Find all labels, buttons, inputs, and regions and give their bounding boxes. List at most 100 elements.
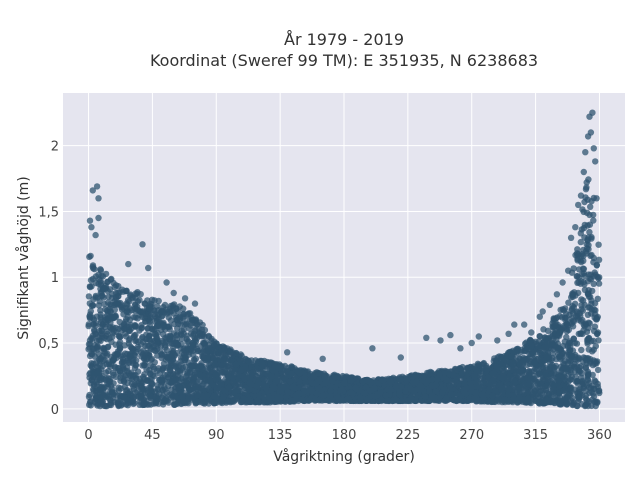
- data-point: [580, 246, 587, 254]
- data-point: [218, 348, 225, 355]
- data-point: [529, 351, 536, 358]
- data-point: [174, 308, 181, 315]
- data-point: [124, 368, 131, 375]
- data-point: [86, 352, 94, 360]
- data-point: [564, 343, 572, 351]
- data-point: [95, 333, 102, 341]
- data-point: [93, 313, 100, 320]
- data-point: [593, 261, 601, 269]
- data-point: [584, 371, 592, 379]
- data-point: [255, 379, 262, 386]
- data-point: [519, 366, 527, 373]
- data-point: [560, 323, 567, 330]
- data-point: [302, 383, 310, 390]
- data-point: [318, 387, 325, 395]
- data-point: [411, 372, 419, 379]
- data-point: [575, 250, 582, 258]
- data-point: [378, 396, 385, 404]
- data-point: [551, 341, 559, 348]
- data-point: [144, 297, 151, 304]
- data-point: [115, 364, 122, 372]
- data-point: [281, 375, 289, 383]
- data-point: [93, 379, 100, 386]
- data-point: [144, 325, 152, 332]
- data-point: [529, 390, 537, 398]
- data-point: [90, 321, 97, 328]
- data-point: [551, 367, 558, 374]
- data-point: [479, 391, 486, 398]
- data-point: [168, 391, 175, 398]
- data-point: [585, 346, 592, 353]
- data-point: [591, 377, 598, 384]
- data-point: [561, 357, 569, 364]
- data-point: [584, 290, 592, 297]
- data-point: [130, 333, 137, 341]
- data-point: [590, 280, 597, 287]
- data-point: [140, 347, 147, 354]
- data-point: [138, 309, 146, 316]
- data-point: [520, 356, 527, 363]
- data-point: [97, 289, 105, 296]
- data-point: [542, 335, 550, 343]
- data-point: [122, 288, 129, 295]
- data-point: [579, 270, 586, 278]
- data-point: [165, 323, 173, 331]
- data-point: [590, 385, 598, 392]
- data-point: [201, 340, 208, 347]
- data-point: [518, 346, 525, 354]
- data-point: [240, 395, 247, 403]
- data-point: [192, 355, 200, 362]
- data-point: [528, 368, 535, 375]
- data-point: [468, 387, 476, 395]
- data-point: [534, 380, 542, 387]
- data-point: [116, 341, 123, 348]
- data-point: [102, 349, 109, 357]
- data-point: [161, 301, 169, 309]
- data-point: [577, 363, 585, 370]
- data-point: [479, 365, 487, 372]
- data-point: [217, 356, 224, 363]
- data-point: [179, 349, 186, 356]
- data-point: [87, 277, 95, 284]
- data-points: [85, 109, 603, 410]
- data-point: [254, 365, 261, 372]
- data-point: [584, 376, 592, 384]
- data-point: [300, 388, 307, 395]
- data-point: [253, 372, 260, 380]
- data-point: [144, 335, 151, 342]
- data-point: [595, 280, 603, 287]
- data-point: [392, 396, 400, 403]
- data-point: [569, 317, 577, 324]
- data-point: [207, 365, 214, 372]
- data-point: [151, 318, 159, 325]
- data-point: [133, 306, 140, 313]
- data-point: [124, 307, 131, 315]
- data-point: [357, 397, 364, 404]
- data-point: [104, 343, 112, 350]
- data-point: [133, 357, 140, 364]
- data-point: [199, 385, 206, 392]
- data-point: [595, 241, 602, 248]
- data-point: [557, 355, 564, 363]
- data-point: [138, 395, 145, 402]
- data-point: [122, 350, 129, 357]
- data-point: [138, 383, 145, 390]
- data-point: [134, 343, 141, 351]
- data-point: [246, 380, 253, 387]
- data-point: [587, 203, 594, 210]
- data-point: [549, 361, 556, 369]
- data-point: [183, 377, 191, 384]
- data-point: [578, 370, 586, 377]
- data-point: [490, 357, 497, 365]
- data-point: [586, 228, 593, 236]
- data-point: [588, 251, 595, 259]
- data-point: [485, 380, 492, 387]
- data-point: [126, 298, 133, 305]
- data-point: [580, 321, 587, 328]
- data-point: [102, 369, 110, 376]
- data-point: [178, 335, 186, 342]
- data-point: [588, 198, 595, 205]
- data-point: [569, 353, 576, 361]
- data-point: [96, 369, 103, 376]
- data-point: [159, 312, 166, 319]
